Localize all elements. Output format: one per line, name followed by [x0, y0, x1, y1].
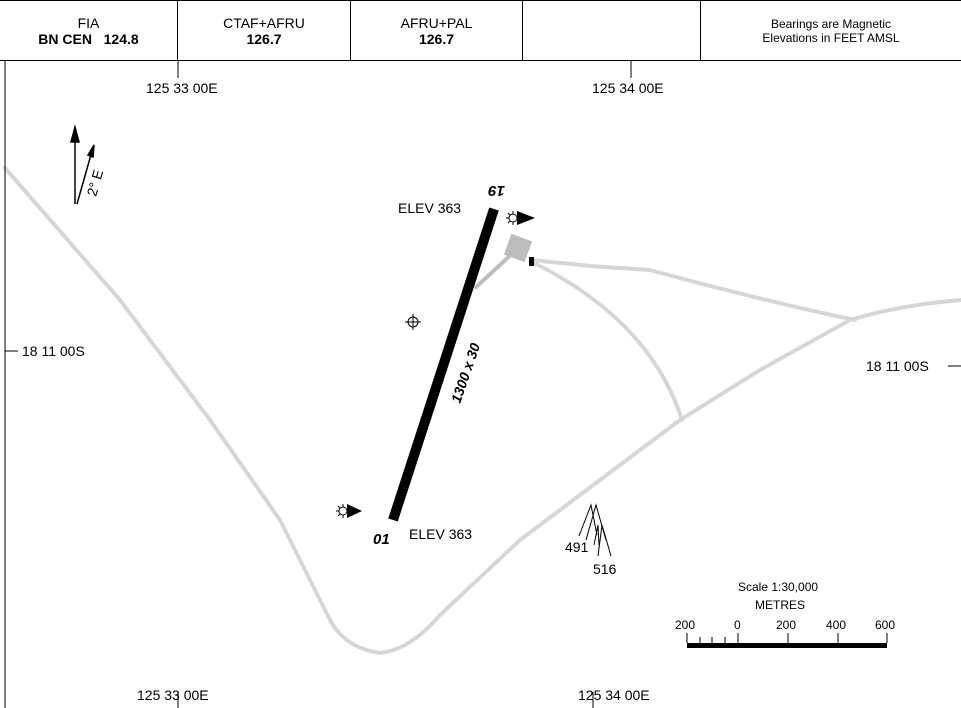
runway-end-north: 19 [488, 182, 505, 199]
fia-frequency: BN CEN 124.8 [38, 31, 138, 47]
roads [3, 166, 961, 655]
north-arrow-icon [70, 124, 95, 205]
longitude-label-left-top: 125 33 00E [146, 80, 218, 96]
lighted-wind-indicator-north-icon [506, 211, 535, 225]
terrain-peaks-icon [578, 503, 612, 557]
magnetic-variation: 2° E [84, 168, 107, 198]
longitude-label-right-top: 125 34 00E [592, 80, 664, 96]
fia-freq-value: 124.8 [103, 30, 139, 47]
afru-label: AFRU+PAL [400, 14, 473, 31]
ctaf-frequency: 126.7 [246, 30, 282, 47]
road-western-loop [3, 166, 961, 655]
elevation-south: ELEV 363 [409, 526, 472, 542]
scale-tick-400: 400 [826, 618, 846, 632]
grid-ticks [4, 61, 961, 708]
scale-tick-200w: 200 [675, 618, 695, 632]
runway-end-south: 01 [373, 531, 390, 548]
fia-label: FIA [77, 14, 100, 31]
header-cell-ctaf: CTAF+AFRU 126.7 [178, 1, 351, 60]
fia-unit-name: BN CEN [38, 30, 92, 47]
longitude-label-right-bottom: 125 34 00E [578, 687, 650, 703]
scale-title: Scale 1:30,000 [738, 580, 818, 594]
elevations-note: Elevations in FEET AMSL [762, 30, 900, 45]
spot-elevation-491: 491 [565, 539, 589, 555]
road-apron-south [530, 260, 684, 422]
taxiway [474, 250, 516, 289]
latitude-label-right: 18 11 00S [866, 358, 929, 374]
apron-building [503, 233, 533, 263]
apron-marker [529, 257, 534, 266]
afru-frequency: 126.7 [418, 30, 455, 47]
scale-bar-fill [687, 643, 887, 648]
header-bar: FIA BN CEN 124.8 CTAF+AFRU 126.7 AFRU+PA… [0, 0, 961, 61]
header-cell-fia: FIA BN CEN 124.8 [0, 1, 178, 60]
scale-bar-ticks [686, 633, 888, 643]
scale-tick-200: 200 [776, 618, 796, 632]
header-cell-empty [523, 1, 701, 60]
header-cell-afru: AFRU+PAL 126.7 [351, 1, 523, 60]
lighted-wind-indicator-south-icon [336, 504, 362, 518]
ctaf-label: CTAF+AFRU [223, 14, 305, 31]
bearings-note: Bearings are Magnetic [770, 16, 892, 31]
scale-tick-0: 0 [734, 618, 741, 632]
longitude-label-left-bottom: 125 33 00E [137, 687, 209, 703]
road-apron-east [530, 258, 857, 322]
elevation-north: ELEV 363 [398, 200, 461, 216]
aerodrome-reference-point-icon [405, 314, 421, 330]
header-cell-notes: Bearings are Magnetic Elevations in FEET… [701, 1, 961, 60]
spot-elevation-516: 516 [593, 561, 617, 577]
scale-bar: Scale 1:30,000 METRES 200 0 200 400 600 [675, 580, 895, 648]
scale-units: METRES [755, 598, 805, 612]
latitude-label-left: 18 11 00S [22, 343, 85, 359]
runway [388, 207, 499, 522]
scale-tick-600: 600 [875, 618, 895, 632]
